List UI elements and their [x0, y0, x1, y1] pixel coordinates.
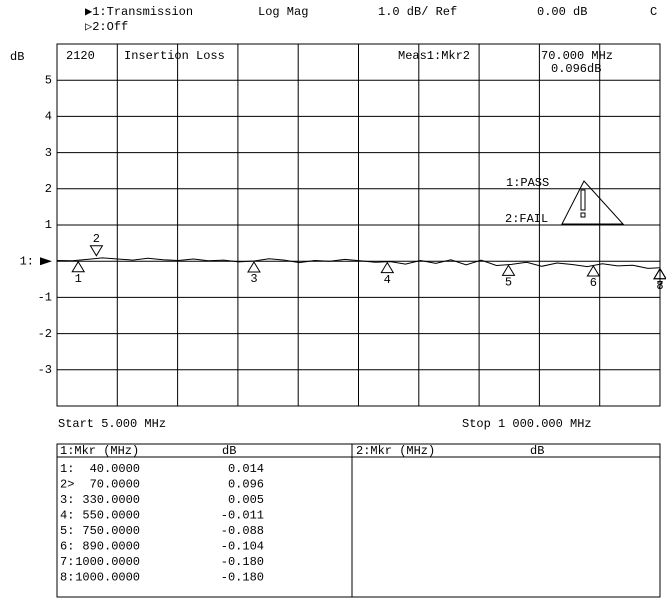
ref-arrow — [40, 257, 52, 266]
row-freq: 1000.0000 — [75, 555, 140, 569]
scale: 1.0 dB/ Ref — [378, 5, 457, 19]
row-freq: 890.0000 — [82, 540, 140, 554]
pass-label: 1:PASS — [506, 176, 549, 190]
row-value: -0.180 — [221, 555, 264, 569]
row-value: -0.180 — [221, 571, 264, 585]
marker — [247, 261, 261, 273]
number: 2120 — [66, 49, 95, 63]
marker — [89, 245, 104, 257]
start-label: Start 5.000 MHz — [58, 417, 166, 431]
row-value: 0.014 — [228, 462, 264, 476]
row-label: 4: — [60, 509, 74, 523]
y-tick-label: -3 — [38, 363, 52, 377]
flag: C — [650, 5, 657, 19]
y-tick-label: 5 — [45, 73, 52, 87]
row-value: 0.096 — [228, 478, 264, 492]
row-label: 6: — [60, 540, 74, 554]
active-value: 0.096dB — [551, 62, 601, 76]
ref: 0.00 dB — [537, 5, 587, 19]
fail-label: 2:FAIL — [505, 212, 548, 226]
y-label: dB — [10, 50, 24, 64]
row-value: -0.104 — [221, 540, 264, 554]
marker-label: 6 — [590, 276, 597, 290]
marker-label: 1 — [75, 272, 82, 286]
stop-label: Stop 1 000.000 MHz — [462, 417, 592, 431]
limit-icon — [561, 180, 625, 225]
y-tick-label: 3 — [45, 146, 52, 160]
y-tick-label: 4 — [45, 110, 52, 124]
y-tick-label: -1 — [38, 291, 52, 305]
table-header: dB — [530, 444, 544, 458]
marker — [71, 260, 86, 273]
y-tick-label: 1 — [45, 218, 52, 232]
format: Log Mag — [258, 5, 308, 19]
marker-label: 3 — [250, 272, 257, 286]
marker-label: 7 — [656, 279, 663, 293]
row-label: 8: — [60, 571, 74, 585]
table-header: 2:Mkr (MHz) — [356, 444, 435, 458]
marker-label: 2 — [93, 232, 100, 246]
trace — [56, 257, 661, 269]
row-freq: 550.0000 — [82, 509, 140, 523]
y-tick-label: 1: — [20, 254, 34, 268]
row-label: 3: — [60, 493, 74, 507]
row-freq: 1000.0000 — [75, 571, 140, 585]
marker — [653, 267, 666, 280]
row-freq: 330.0000 — [82, 493, 140, 507]
row-value: 0.005 — [228, 493, 264, 507]
table-header: dB — [222, 444, 236, 458]
marker-label: 4 — [384, 273, 391, 287]
row-freq: 70.0000 — [90, 478, 140, 492]
row-label: 5: — [60, 524, 74, 538]
row-freq: 750.0000 — [82, 524, 140, 538]
row-label: 1: — [60, 462, 74, 476]
active-freq: 70.000 MHz — [541, 49, 613, 63]
table-frame — [56, 443, 661, 598]
y-tick-label: 2 — [45, 182, 52, 196]
row-value: -0.011 — [221, 509, 264, 523]
y-tick-label: -2 — [38, 327, 52, 341]
channel2: ▷2:Off — [85, 20, 128, 34]
active-marker: Meas1:Mkr2 — [398, 49, 470, 63]
marker — [380, 261, 395, 274]
marker-label: 8 — [656, 279, 663, 293]
marker-label: 5 — [505, 276, 512, 290]
row-label: 7: — [60, 555, 74, 569]
table-header: 1:Mkr (MHz) — [60, 444, 139, 458]
row-label: 2> — [60, 478, 74, 492]
row-value: -0.088 — [221, 524, 264, 538]
row-freq: 40.0000 — [90, 462, 140, 476]
marker — [501, 264, 516, 276]
title: Insertion Loss — [124, 49, 225, 63]
marker — [586, 264, 601, 277]
channel1: ▶1:Transmission — [85, 5, 193, 19]
